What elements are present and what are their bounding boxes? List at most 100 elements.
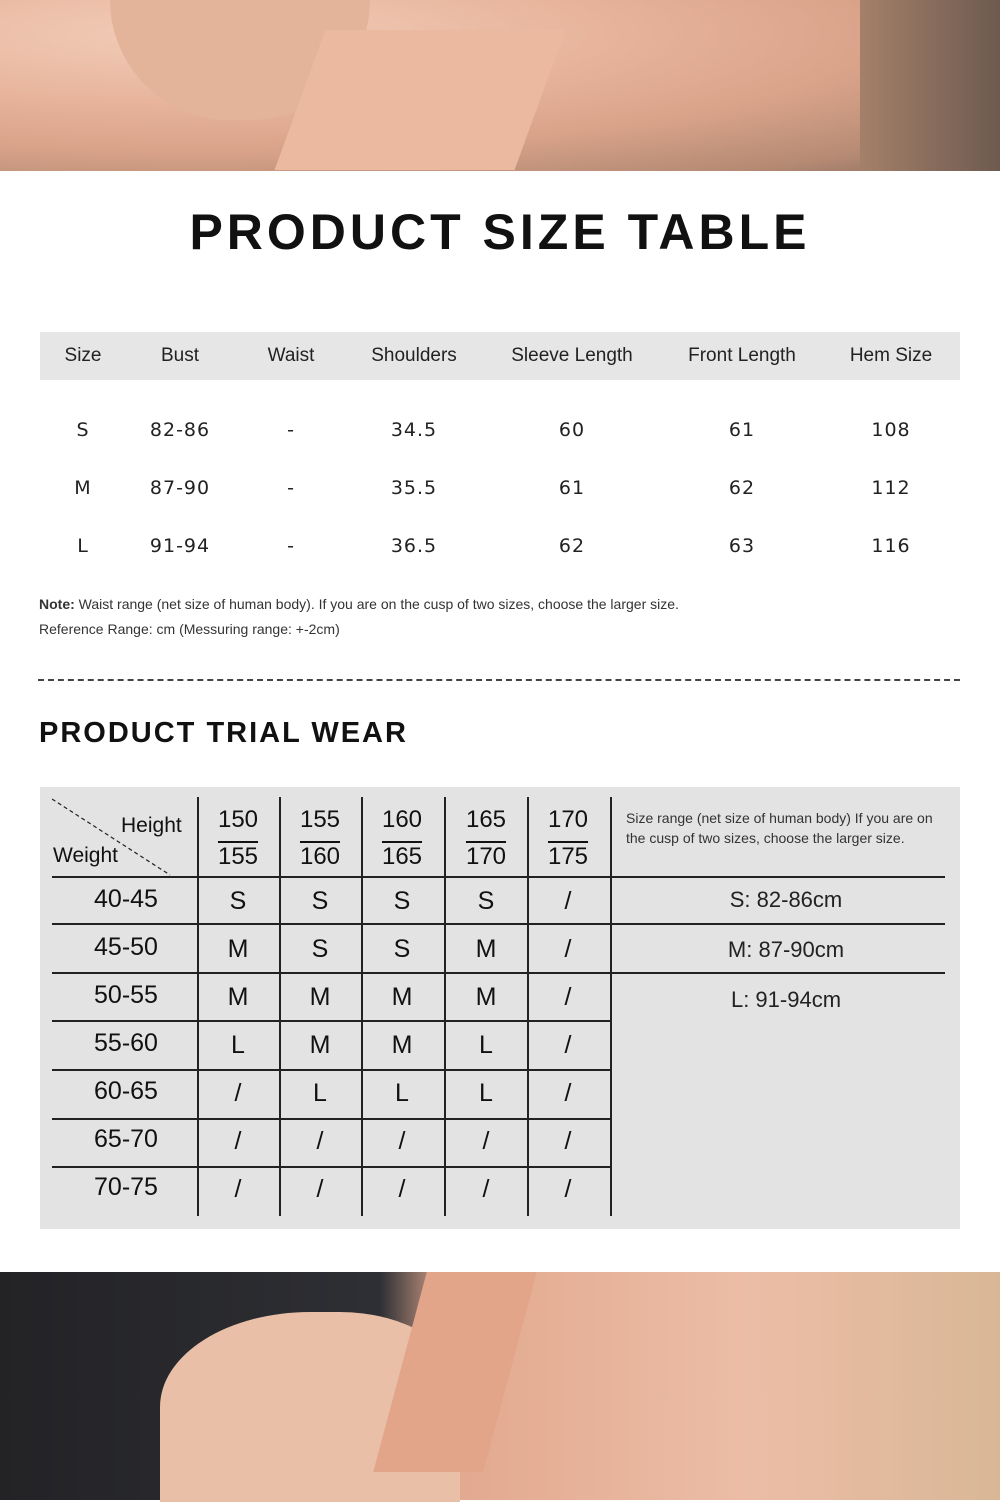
table-cell: 36.5 — [390, 535, 438, 557]
table-cell: - — [287, 419, 295, 441]
grid-line — [52, 876, 945, 878]
size-cell: / — [564, 1031, 572, 1059]
grid-line — [279, 797, 281, 1216]
table-cell: 62 — [728, 477, 756, 499]
table-cell: 87-90 — [149, 477, 211, 499]
size-cell: / — [398, 1127, 406, 1155]
grid-line — [52, 1020, 610, 1022]
size-cell: L — [479, 1031, 493, 1059]
table-cell: 34.5 — [390, 419, 438, 441]
size-cell: M — [475, 935, 497, 963]
trial-wear-table — [40, 787, 960, 1229]
height-range-header: 170 175 — [547, 806, 589, 870]
size-cell: M — [475, 983, 497, 1011]
size-cell: M — [309, 983, 331, 1011]
product-photo-top — [0, 0, 1000, 171]
table-cell: 62 — [558, 535, 586, 557]
column-header: Sleeve Length — [511, 345, 633, 366]
size-cell: / — [234, 1079, 242, 1107]
corner-height-label: Height — [121, 814, 182, 837]
size-cell: / — [564, 935, 572, 963]
grid-line — [52, 1069, 610, 1071]
size-cell: / — [316, 1175, 324, 1203]
size-cell: S — [393, 887, 411, 915]
height-range-header: 165 170 — [465, 806, 507, 870]
page-title: PRODUCT SIZE TABLE — [189, 204, 811, 260]
column-header: Bust — [160, 345, 200, 366]
size-cell: / — [564, 1127, 572, 1155]
note-label: Note: — [39, 596, 75, 612]
grid-line — [361, 797, 363, 1216]
size-range-note: Size range (net size of human body) If y… — [626, 810, 933, 846]
size-cell: M — [391, 1031, 413, 1059]
grid-line — [527, 797, 529, 1216]
grid-line — [52, 972, 945, 974]
size-cell: L — [395, 1079, 409, 1107]
grid-line — [610, 797, 612, 1216]
table-cell: 61 — [558, 477, 586, 499]
table-cell: L — [77, 535, 89, 557]
size-cell: / — [234, 1175, 242, 1203]
product-photo-bottom — [0, 1272, 1000, 1502]
weight-range: 50-55 — [94, 981, 158, 1009]
size-cell: M — [227, 983, 249, 1011]
size-table-header — [40, 332, 960, 380]
size-cell: M — [309, 1031, 331, 1059]
size-range: S: 82-86cm — [729, 887, 843, 912]
height-range-header: 150 155 — [217, 806, 259, 870]
section-title: PRODUCT TRIAL WEAR — [39, 717, 408, 749]
table-cell: 116 — [871, 535, 911, 557]
grid-line — [52, 1166, 610, 1168]
table-cell: - — [287, 477, 295, 499]
grid-line — [444, 797, 446, 1216]
size-cell: M — [227, 935, 249, 963]
size-range: M: 87-90cm — [727, 937, 845, 962]
size-cell: S — [229, 887, 247, 915]
size-cell: S — [477, 887, 495, 915]
weight-range: 45-50 — [94, 933, 158, 961]
diagonal-divider — [52, 798, 171, 876]
column-header: Size — [64, 345, 102, 366]
divider — [38, 679, 960, 681]
table-cell: 60 — [558, 419, 586, 441]
note: Note: Waist range (net size of human bod… — [39, 596, 679, 612]
size-range: L: 91-94cm — [730, 987, 842, 1012]
grid-line — [197, 797, 199, 1216]
table-cell: 63 — [728, 535, 756, 557]
column-header: Hem Size — [849, 345, 933, 366]
column-header: Waist — [267, 345, 315, 366]
column-header: Front Length — [688, 345, 796, 366]
size-cell: / — [564, 983, 572, 1011]
table-cell: 35.5 — [390, 477, 438, 499]
table-cell: 112 — [871, 477, 911, 499]
size-cell: S — [311, 935, 329, 963]
grid-line — [52, 923, 945, 925]
size-cell: L — [231, 1031, 245, 1059]
weight-range: 60-65 — [94, 1077, 158, 1105]
table-cell: 91-94 — [149, 535, 211, 557]
size-cell: L — [479, 1079, 493, 1107]
height-range-header: 160 165 — [381, 806, 423, 870]
height-range-header: 155 160 — [299, 806, 341, 870]
size-cell: L — [313, 1079, 327, 1107]
table-cell: 82-86 — [149, 419, 211, 441]
size-cell: / — [482, 1175, 490, 1203]
note-text: Waist range (net size of human body). If… — [74, 596, 679, 612]
size-cell: / — [564, 1175, 572, 1203]
size-cell: M — [391, 983, 413, 1011]
table-cell: - — [287, 535, 295, 557]
size-cell: / — [316, 1127, 324, 1155]
weight-range: 55-60 — [94, 1029, 158, 1057]
size-cell: / — [564, 1079, 572, 1107]
size-cell: / — [564, 887, 572, 915]
size-cell: / — [234, 1127, 242, 1155]
table-cell: M — [74, 477, 92, 499]
table-cell: 61 — [728, 419, 756, 441]
size-cell: S — [393, 935, 411, 963]
grid-line — [52, 1118, 610, 1120]
table-cell: S — [76, 419, 90, 441]
size-cell: S — [311, 887, 329, 915]
weight-range: 65-70 — [94, 1125, 158, 1153]
column-header: Shoulders — [371, 345, 457, 366]
size-cell: / — [482, 1127, 490, 1155]
